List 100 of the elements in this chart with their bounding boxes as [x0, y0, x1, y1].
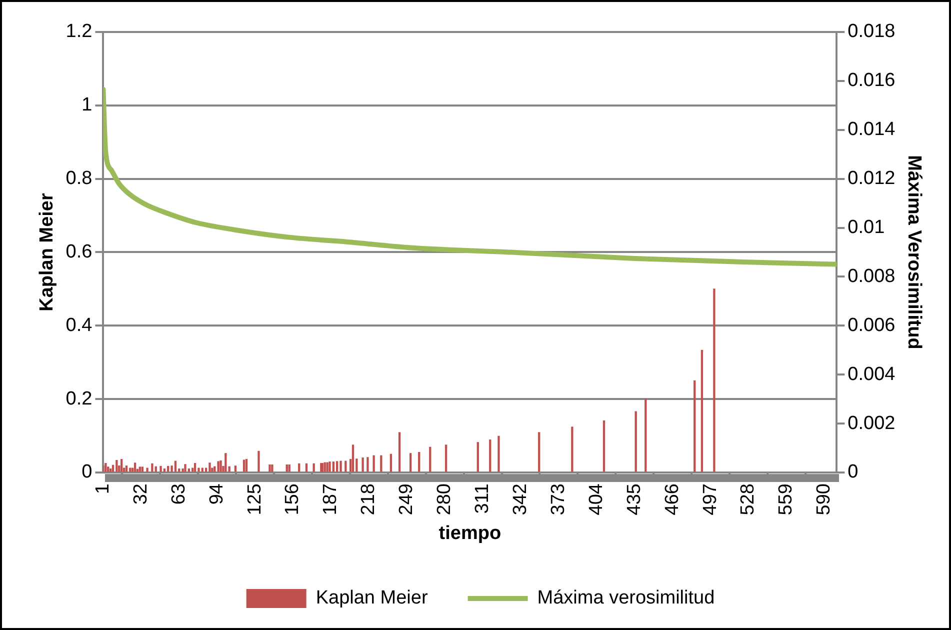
- x-tick-label: 466: [662, 484, 683, 516]
- y-tick-label: 0.2: [66, 388, 92, 410]
- x-tick-label: 125: [244, 484, 266, 516]
- y-tick-label: 0.8: [66, 168, 92, 190]
- bar: [489, 440, 492, 472]
- x-tick-label: 249: [396, 484, 418, 516]
- bar: [134, 462, 136, 472]
- y2-axis-title: Máxima Verosimilitud: [903, 155, 924, 350]
- x-tick-label: 156: [282, 484, 304, 516]
- bar: [201, 468, 204, 472]
- bar: [305, 463, 308, 472]
- y-tick-label: 0.6: [66, 241, 92, 262]
- bar: [694, 380, 696, 472]
- bar: [271, 464, 274, 472]
- bar: [429, 446, 432, 472]
- bar: [336, 461, 338, 472]
- y2-tick-label: 0: [848, 462, 858, 483]
- y2-tick-label: 0.012: [848, 168, 896, 190]
- bar: [366, 457, 369, 472]
- bar: [141, 466, 144, 472]
- bar: [418, 452, 420, 472]
- bar: [104, 462, 107, 472]
- bar: [634, 411, 637, 472]
- bar: [444, 444, 448, 472]
- bar: [228, 466, 230, 472]
- bar: [242, 460, 246, 472]
- bar: [217, 461, 220, 472]
- bar: [146, 468, 148, 472]
- x-tick-label: 528: [738, 484, 759, 516]
- y-tick-label: 0.4: [66, 314, 93, 336]
- x-tick-label: 63: [168, 484, 190, 505]
- bar: [700, 350, 704, 472]
- y2-tick-label: 0.004: [848, 364, 896, 385]
- y2-tick-label: 0.018: [848, 21, 896, 42]
- y2-tick-label: 0.01: [848, 217, 885, 238]
- bar: [390, 454, 392, 472]
- x-tick-label: 94: [206, 483, 228, 505]
- bar: [352, 444, 354, 472]
- bar: [476, 442, 479, 472]
- bar: [268, 464, 271, 472]
- x-tick-label: 590: [814, 484, 835, 516]
- x-tick-label: 1: [92, 484, 114, 494]
- x-tick-label: 280: [434, 484, 456, 516]
- y2-tick-label: 0.016: [848, 70, 896, 92]
- x-axis-title: tiempo: [438, 522, 502, 544]
- bar: [372, 455, 375, 472]
- x-tick-label: 435: [624, 484, 645, 516]
- bar: [224, 453, 227, 472]
- bar: [116, 460, 118, 472]
- bar: [151, 463, 154, 472]
- legend-label: Kaplan Meier: [316, 588, 428, 609]
- bar: [398, 432, 401, 472]
- bar: [194, 462, 196, 472]
- bar: [138, 466, 142, 472]
- x-tick-label: 218: [358, 484, 380, 516]
- bar: [340, 460, 342, 472]
- bar: [154, 466, 157, 472]
- bar: [344, 460, 347, 472]
- bar: [286, 464, 288, 472]
- bar: [107, 466, 110, 472]
- x-tick-label: 32: [130, 484, 152, 505]
- bar: [129, 468, 132, 472]
- bar: [258, 450, 260, 472]
- y2-tick-label: 0.014: [848, 119, 896, 140]
- bar: [538, 432, 540, 472]
- bar: [571, 426, 574, 472]
- bar: [362, 457, 364, 472]
- y-tick-label: 1.2: [66, 21, 92, 42]
- x-tick-label: 373: [548, 484, 569, 516]
- bar: [312, 463, 315, 472]
- y2-tick-label: 0.002: [848, 412, 896, 434]
- bar: [498, 436, 500, 472]
- bar: [120, 458, 123, 472]
- bar: [208, 462, 211, 472]
- bar: [332, 462, 334, 472]
- y-axis-title: Kaplan Meier: [36, 192, 58, 312]
- bar: [602, 420, 606, 472]
- bar: [713, 288, 716, 472]
- y-tick-label: 1: [82, 94, 92, 116]
- bar: [174, 460, 177, 472]
- x-tick-label: 187: [320, 484, 342, 516]
- bar: [324, 462, 326, 472]
- legend-label: Máxima verosimilitud: [537, 588, 715, 609]
- x-tick-label: 497: [700, 484, 721, 516]
- y2-tick-label: 0.006: [848, 314, 896, 336]
- y2-tick-label: 0.008: [848, 266, 896, 287]
- bar: [380, 455, 382, 472]
- bar: [184, 464, 186, 472]
- x-tick-label: 311: [472, 484, 494, 514]
- bar: [109, 468, 112, 472]
- x-tick-label: 342: [510, 484, 531, 516]
- bar: [245, 458, 248, 472]
- bar: [163, 468, 166, 472]
- y-tick-label: 0: [82, 462, 92, 483]
- bar: [234, 466, 237, 472]
- bar: [167, 466, 170, 472]
- x-tick-label: 559: [776, 484, 797, 516]
- bar: [220, 460, 222, 472]
- bar: [328, 462, 331, 472]
- bar: [298, 463, 300, 472]
